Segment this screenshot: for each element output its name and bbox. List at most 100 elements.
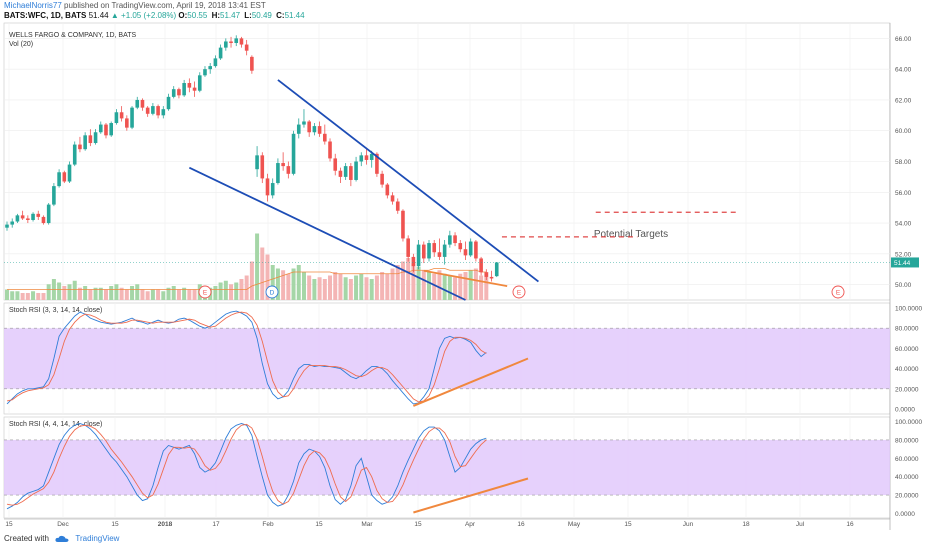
candle-body <box>390 195 395 202</box>
candle-body <box>286 166 291 174</box>
volume-bar <box>359 273 364 300</box>
candle-body <box>104 124 108 136</box>
close-label: C: <box>276 11 285 20</box>
price-change: ▲ +1.05 (+2.08%) <box>110 11 177 20</box>
candle-body <box>166 96 171 110</box>
candle-body <box>296 124 301 134</box>
volume-bar <box>135 284 140 300</box>
candle-body <box>125 118 129 128</box>
volume-bar <box>124 289 129 300</box>
volume-bar <box>72 280 77 300</box>
stoch-title-2: Stoch RSI (4, 4, 14, 14, close) <box>9 421 102 428</box>
candle-body <box>41 216 46 224</box>
price-tick-label: 60.00 <box>895 128 912 135</box>
candle-body <box>416 244 421 267</box>
time-tick-label: 15 <box>5 521 13 528</box>
high-label: H: <box>211 11 221 20</box>
volume-bar <box>234 282 239 300</box>
volume-bar <box>301 272 306 300</box>
stoch-tick-label: 20.0000 <box>895 493 919 500</box>
candle-body <box>291 133 296 174</box>
candle-body <box>359 155 364 162</box>
candle-body <box>401 210 405 239</box>
candle-body <box>5 224 9 228</box>
stoch-band-fill <box>4 439 890 496</box>
event-marker-label: E <box>203 290 208 297</box>
volume-bar <box>130 286 135 300</box>
candle-body <box>375 153 379 174</box>
time-tick-label: 16 <box>846 521 854 528</box>
stoch-series-k <box>6 310 487 405</box>
candle-body <box>453 235 457 244</box>
candle-body <box>328 141 332 159</box>
candle-body <box>145 107 150 114</box>
earnings-marker <box>198 285 212 299</box>
time-tick-label: May <box>568 521 581 528</box>
low-value: 50.49 <box>251 11 272 20</box>
volume-bar <box>369 279 374 300</box>
volume-bar <box>296 265 301 300</box>
stoch-tick-label: 80.0000 <box>895 437 919 444</box>
candle-body <box>98 124 103 133</box>
author-link[interactable]: MichaelNorris77 <box>4 1 62 10</box>
volume-bar <box>473 268 478 300</box>
volume-bar <box>307 275 312 300</box>
volume-bar <box>447 275 452 300</box>
time-tick-label: 16 <box>517 521 525 528</box>
volume-bar <box>114 284 119 300</box>
candle-body <box>494 262 499 277</box>
volume-bar <box>374 275 379 300</box>
volume-bar <box>260 247 265 300</box>
tradingview-brand[interactable]: TradingView <box>75 534 120 543</box>
candle-body <box>26 218 30 220</box>
candle-body <box>474 241 478 259</box>
candle-body <box>31 213 35 220</box>
candle-body <box>114 112 119 124</box>
volume-bar <box>57 282 62 300</box>
volume-bar <box>333 272 338 300</box>
volume-bar <box>322 279 327 300</box>
volume-bar <box>93 287 98 300</box>
time-tick-label: Jun <box>683 521 694 528</box>
volume-bar <box>427 272 432 300</box>
volume-bar <box>453 277 458 300</box>
volume-bar <box>390 268 395 300</box>
event-marker-label: E <box>836 290 841 297</box>
candle-body <box>151 106 155 114</box>
close-value: 51.44 <box>284 11 305 20</box>
candle-body <box>307 121 311 133</box>
candle-body <box>161 109 166 116</box>
open-value: 50.55 <box>187 11 208 20</box>
trendline <box>277 79 539 283</box>
volume-bar <box>338 273 343 300</box>
candle-body <box>458 243 463 250</box>
candle-body <box>406 238 410 257</box>
volume-bar <box>166 287 171 300</box>
candle-body <box>36 213 41 217</box>
candle-body <box>427 243 431 259</box>
candle-body <box>333 158 338 171</box>
created-with-text: Created with <box>4 534 49 543</box>
time-tick-label: Feb <box>262 521 274 528</box>
time-tick-label: 15 <box>414 521 422 528</box>
stoch-tick-label: 60.0000 <box>895 456 919 463</box>
candle-body <box>109 123 113 136</box>
tradingview-cloud-icon <box>55 535 69 542</box>
candle-body <box>442 244 447 257</box>
stoch-series-d <box>6 423 487 506</box>
volume-bar <box>31 291 36 300</box>
last-price-badge-label: 51.44 <box>894 260 911 267</box>
volume-bar <box>25 293 30 300</box>
volume-bar <box>140 289 145 300</box>
stoch-series-d <box>6 311 487 403</box>
volume-bar <box>286 273 291 300</box>
candle-body <box>218 47 223 59</box>
candle-body <box>192 87 197 91</box>
time-tick-label: Apr <box>465 521 476 528</box>
candle-body <box>15 215 20 222</box>
candle-body <box>385 184 390 196</box>
candle-body <box>276 163 280 184</box>
candle-body <box>463 249 468 256</box>
earnings-marker <box>512 285 526 299</box>
